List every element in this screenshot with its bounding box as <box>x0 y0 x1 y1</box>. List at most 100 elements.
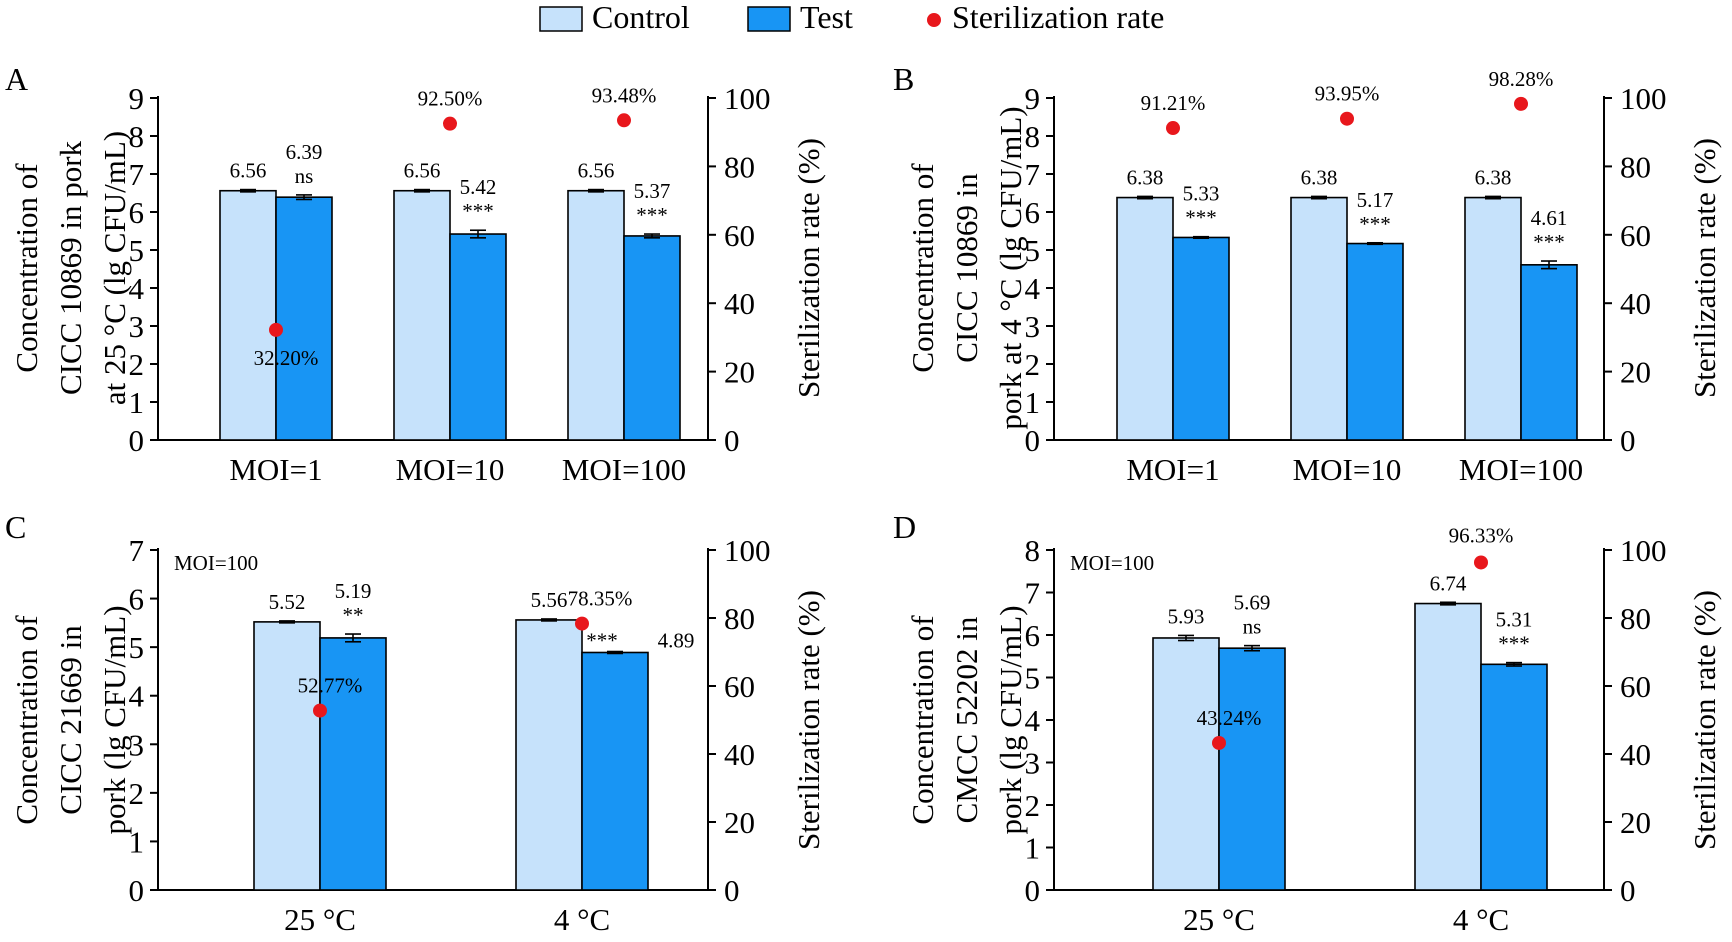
category-label: 4 °C <box>1453 902 1509 937</box>
y2-tick-label: 20 <box>724 805 755 840</box>
y-tick-label: 3 <box>129 727 145 762</box>
test-bar <box>275 196 333 441</box>
y2-tick-label: 40 <box>724 737 755 772</box>
test-bar <box>449 233 507 441</box>
y-axis-label-line: CMCC 52202 in <box>949 616 984 823</box>
y2-tick-label: 60 <box>724 218 755 253</box>
y-tick-label: 0 <box>1025 873 1041 908</box>
control-bar <box>1152 637 1220 891</box>
significance-label: ns <box>1243 615 1262 639</box>
y-tick-label: 6 <box>1025 195 1041 230</box>
y2-tick-label: 100 <box>1620 533 1667 568</box>
rate-value-label: 98.28% <box>1489 67 1554 91</box>
y-axis-label-line: Concentration of <box>905 615 940 825</box>
y-tick-label: 3 <box>1025 746 1041 781</box>
control-value-label: 6.38 <box>1475 165 1512 189</box>
test-value-label: 4.89 <box>658 629 695 653</box>
y-tick-label: 1 <box>1025 385 1041 420</box>
control-bar <box>253 621 321 891</box>
test-bar <box>1218 647 1286 891</box>
y-tick-label: 1 <box>129 824 145 859</box>
test-value-label: 5.42 <box>460 175 497 199</box>
test-value-label: 5.19 <box>335 579 372 603</box>
test-value-label: 6.39 <box>286 140 323 164</box>
rate-value-label: 52.77% <box>298 674 363 698</box>
category-label: 25 °C <box>1183 902 1255 937</box>
y2-tick-label: 60 <box>1620 669 1651 704</box>
y2-axis-label: Sterilization rate (%) <box>1687 138 1722 398</box>
rate-point <box>313 703 327 718</box>
significance-label: *** <box>636 203 668 227</box>
y2-tick-label: 40 <box>1620 737 1651 772</box>
test-value-label: 5.33 <box>1183 182 1220 206</box>
panel-c: C 0 1 2 3 4 5 6 7 0 20 40 60 80 100 Concentration of CIC… <box>5 509 826 937</box>
significance-label: ** <box>343 603 364 627</box>
y2-tick-label: 0 <box>724 873 740 908</box>
legend: Control Test Sterilization rate <box>539 0 1164 35</box>
y2-tick-label: 60 <box>724 669 755 704</box>
y-axis-label-line: at 25 °C (lg CFU/mL) <box>97 131 132 405</box>
legend-swatch-test <box>747 6 791 32</box>
y2-tick-label: 0 <box>1620 423 1636 458</box>
y-tick-label: 5 <box>1025 661 1041 696</box>
control-value-label: 6.74 <box>1430 571 1467 595</box>
rate-point <box>1474 555 1488 570</box>
control-bar <box>1414 602 1482 891</box>
y2-tick-label: 100 <box>724 81 771 116</box>
y-tick-label: 7 <box>1025 157 1041 192</box>
y-tick-label: 4 <box>129 271 145 306</box>
test-value-label: 4.61 <box>1531 206 1568 230</box>
test-bar <box>623 235 681 441</box>
control-value-label: 6.56 <box>230 159 267 183</box>
y2-tick-label: 80 <box>724 149 755 184</box>
rate-value-label: 92.50% <box>418 87 483 111</box>
significance-label: *** <box>1359 212 1391 236</box>
legend-label-control: Control <box>592 0 690 35</box>
control-value-label: 6.38 <box>1127 165 1164 189</box>
y2-tick-label: 80 <box>1620 601 1651 636</box>
control-bar <box>1116 196 1174 441</box>
y-tick-label: 5 <box>1025 233 1041 268</box>
y-tick-label: 4 <box>1025 271 1041 306</box>
y-tick-label: 8 <box>1025 533 1041 568</box>
y2-axis-label: Sterilization rate (%) <box>791 138 826 398</box>
y-axis-label-line: pork at 4 °C (lg CFU/mL) <box>993 106 1028 429</box>
category-label: MOI=100 <box>1459 452 1583 487</box>
y2-tick-label: 40 <box>724 286 755 321</box>
y-tick-label: 5 <box>129 233 145 268</box>
y2-axis-label: Sterilization rate (%) <box>1687 590 1722 850</box>
control-bar <box>515 619 583 891</box>
rate-value-label: 93.95% <box>1315 82 1380 106</box>
y-tick-label: 9 <box>1025 81 1041 116</box>
rate-point <box>269 322 283 337</box>
y-tick-label: 2 <box>129 347 145 382</box>
y-axis-label-line: Concentration of <box>9 615 44 825</box>
y2-tick-label: 40 <box>1620 286 1651 321</box>
control-value-label: 5.56 <box>531 588 568 612</box>
moi-annotation: MOI=100 <box>1070 551 1154 575</box>
y-tick-label: 0 <box>1025 423 1041 458</box>
control-value-label: 5.52 <box>269 590 306 614</box>
category-label: MOI=10 <box>1293 452 1402 487</box>
y-tick-label: 5 <box>129 630 145 665</box>
significance-label: *** <box>462 199 494 223</box>
y-tick-label: 8 <box>129 119 145 154</box>
rate-value-label: 43.24% <box>1197 706 1262 730</box>
significance-label: *** <box>1533 230 1565 254</box>
y-tick-label: 2 <box>1025 788 1041 823</box>
rate-value-label: 32.20% <box>254 346 319 370</box>
y2-tick-label: 0 <box>724 423 740 458</box>
y-tick-label: 2 <box>129 776 145 811</box>
y-tick-label: 1 <box>129 385 145 420</box>
panel-letter: B <box>893 61 914 97</box>
y2-tick-label: 80 <box>1620 149 1651 184</box>
y2-tick-label: 0 <box>1620 873 1636 908</box>
y-tick-label: 7 <box>129 533 145 568</box>
y-axis-label-line: CICC 10869 in <box>949 173 984 363</box>
y2-tick-label: 80 <box>724 601 755 636</box>
y-tick-label: 0 <box>129 873 145 908</box>
y-axis-label-line: CICC 10869 in pork <box>53 140 88 395</box>
